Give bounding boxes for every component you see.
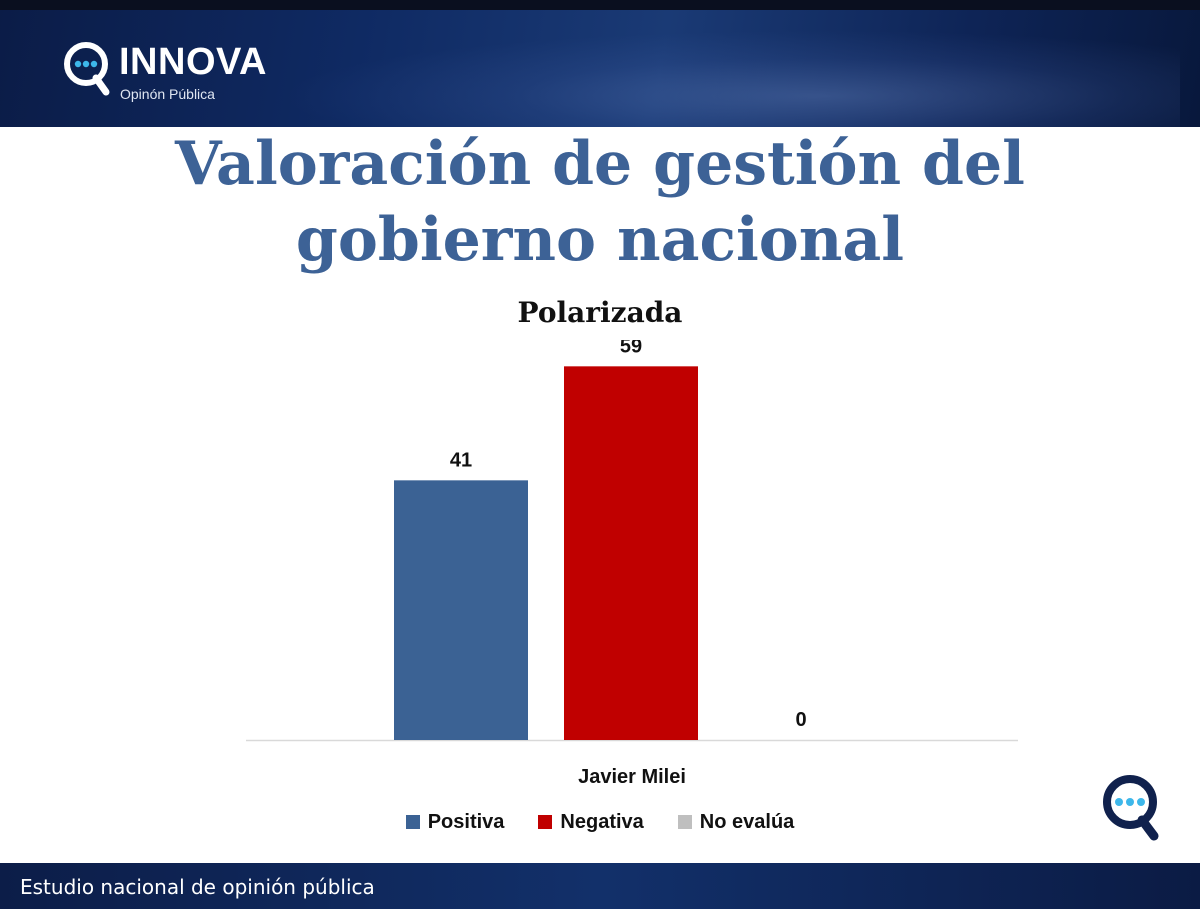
bar-positiva <box>394 480 528 740</box>
legend-swatch <box>538 815 553 829</box>
legend-label: Positiva <box>427 810 505 833</box>
data-label-negativa: 59 <box>620 340 642 357</box>
brand-name: INNOVA <box>119 41 267 83</box>
legend-swatch <box>405 815 420 829</box>
legend-item-negativa: Negativa <box>538 808 644 836</box>
footer-band: Estudio nacional de opinión pública <box>0 863 1200 909</box>
brand-subtitle: Opinón Pública <box>120 86 215 102</box>
page-title-line-1: Valoración de gestión del <box>175 129 1025 199</box>
bar-negativa <box>564 366 698 740</box>
legend-item-positiva: Positiva <box>405 808 505 836</box>
category-label: Javier Milei <box>578 766 686 788</box>
header-band: INNOVA Opinón Pública <box>0 0 1200 127</box>
footer-text: Estudio nacional de opinión pública <box>20 875 375 899</box>
bar-chart: 41 59 0 Javier Milei <box>246 340 1018 788</box>
innova-logo: INNOVA Opinón Pública <box>62 38 302 106</box>
legend-label: No evalúa <box>699 810 795 833</box>
data-label-positiva: 41 <box>450 449 472 471</box>
corner-logo-icon <box>1100 772 1166 844</box>
legend-item-no-eval-a: No evalúa <box>677 808 795 836</box>
page-title-line-2: gobierno nacional <box>295 205 905 275</box>
legend-label: Negativa <box>560 810 644 833</box>
page-title: Valoración de gestión del gobierno nacio… <box>0 126 1200 278</box>
search-bubble-icon <box>64 42 110 96</box>
chart-legend: Positiva Negativa No evalúa <box>0 808 1200 836</box>
chart-title: Polarizada <box>517 296 683 329</box>
legend-swatch <box>677 815 692 829</box>
data-label-no-eval-a: 0 <box>795 709 806 731</box>
